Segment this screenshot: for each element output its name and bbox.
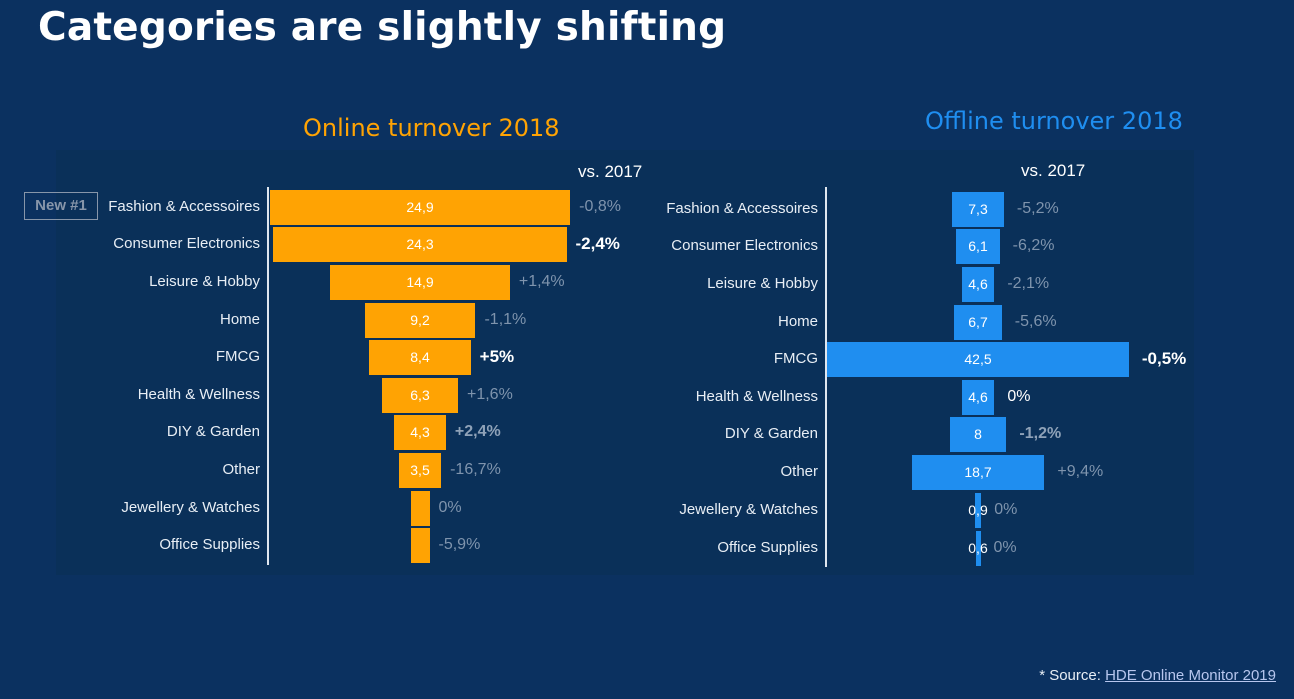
offline-bar-leisure-and-hobby bbox=[961, 266, 995, 302]
online-bar-home bbox=[364, 302, 476, 338]
online-change-leisure-and-hobby: +1,4% bbox=[518, 273, 565, 290]
offline-bar-diy-and-garden bbox=[949, 416, 1007, 452]
offline-bar-jewellery-and-watches bbox=[974, 492, 982, 528]
online-bar-diy-and-garden bbox=[394, 414, 446, 450]
offline-category-label-consumer-electronics: Consumer Electronics bbox=[671, 237, 818, 254]
offline-bar-fmcg bbox=[827, 341, 1129, 377]
online-value-label-diy-and-garden: 4,3 bbox=[410, 424, 430, 440]
online-category-label-diy-and-garden: DIY & Garden bbox=[166, 423, 260, 440]
source-note: * Source: HDE Online Monitor 2019 bbox=[1039, 667, 1276, 684]
offline-bar-home bbox=[954, 304, 1002, 340]
offline-bar-office-supplies bbox=[975, 530, 981, 566]
online-bar-health-and-wellness bbox=[382, 377, 458, 413]
offline-value-label-leisure-and-hobby: 4,6 bbox=[968, 276, 988, 292]
online-value-label-health-and-wellness: 6,3 bbox=[410, 387, 430, 403]
offline-category-label-other: Other bbox=[780, 463, 818, 480]
source-prefix: * Source: bbox=[1039, 667, 1106, 684]
offline-bar-other bbox=[911, 454, 1045, 490]
offline-change-health-and-wellness: 0% bbox=[1007, 388, 1031, 405]
online-category-label-fmcg: FMCG bbox=[215, 348, 260, 365]
online-value-label-home: 9,2 bbox=[410, 312, 430, 328]
online-value-label-fashion-and-accessoires: 24,9 bbox=[406, 199, 434, 215]
online-chart-title: Online turnover 2018 bbox=[303, 114, 560, 142]
offline-bar-health-and-wellness bbox=[961, 379, 995, 415]
offline-category-label-leisure-and-hobby: Leisure & Hobby bbox=[707, 275, 818, 292]
offline-category-label-jewellery-and-watches: Jewellery & Watches bbox=[679, 501, 818, 518]
online-bar-jewellery-and-watches bbox=[410, 490, 430, 526]
online-change-fmcg: +5% bbox=[479, 347, 515, 366]
online-category-label-other: Other bbox=[222, 461, 260, 478]
offline-category-label-fashion-and-accessoires: Fashion & Accessoires bbox=[666, 200, 818, 217]
offline-change-fmcg: -0,5% bbox=[1141, 349, 1187, 368]
offline-value-label-diy-and-garden: 8 bbox=[974, 426, 982, 442]
slide-title: Categories are slightly shifting bbox=[38, 5, 727, 50]
online-value-label-fmcg: 8,4 bbox=[410, 349, 430, 365]
offline-change-leisure-and-hobby: -2,1% bbox=[1007, 275, 1050, 292]
online-change-other: -16,7% bbox=[450, 461, 501, 478]
online-category-label-office-supplies: Office Supplies bbox=[159, 536, 260, 553]
online-change-consumer-electronics: -2,4% bbox=[575, 234, 620, 253]
offline-value-label-consumer-electronics: 6,1 bbox=[968, 238, 988, 254]
online-bar-fmcg bbox=[369, 339, 471, 375]
offline-category-label-diy-and-garden: DIY & Garden bbox=[724, 425, 818, 442]
online-category-label-health-and-wellness: Health & Wellness bbox=[137, 386, 260, 403]
online-axis bbox=[267, 187, 269, 565]
offline-value-label-home: 6,7 bbox=[968, 314, 988, 330]
offline-category-label-fmcg: FMCG bbox=[773, 350, 818, 367]
source-link[interactable]: HDE Online Monitor 2019 bbox=[1105, 667, 1276, 684]
online-category-label-fashion-and-accessoires: Fashion & Accessoires bbox=[108, 198, 260, 215]
online-change-health-and-wellness: +1,6% bbox=[466, 386, 513, 403]
offline-vs-2017-header: vs. 2017 bbox=[1021, 161, 1086, 180]
offline-change-other: +9,4% bbox=[1057, 463, 1104, 480]
online-change-home: -1,1% bbox=[484, 311, 527, 328]
offline-change-office-supplies: 0% bbox=[993, 539, 1017, 556]
offline-change-fashion-and-accessoires: -5,2% bbox=[1016, 200, 1059, 217]
online-bar-leisure-and-hobby bbox=[330, 264, 510, 300]
online-change-jewellery-and-watches: 0% bbox=[438, 499, 462, 516]
online-category-label-jewellery-and-watches: Jewellery & Watches bbox=[121, 499, 260, 516]
offline-category-label-home: Home bbox=[777, 313, 818, 330]
offline-bar-fashion-and-accessoires bbox=[952, 191, 1004, 227]
offline-value-label-fmcg: 42,5 bbox=[964, 351, 992, 367]
online-bar-consumer-electronics bbox=[273, 226, 567, 262]
offline-value-label-health-and-wellness: 4,6 bbox=[968, 389, 988, 405]
online-category-label-home: Home bbox=[219, 311, 260, 328]
offline-category-label-office-supplies: Office Supplies bbox=[717, 539, 818, 556]
offline-change-consumer-electronics: -6,2% bbox=[1012, 237, 1055, 254]
online-category-label-leisure-and-hobby: Leisure & Hobby bbox=[149, 273, 260, 290]
online-value-label-consumer-electronics: 24,3 bbox=[406, 236, 434, 252]
offline-value-label-other: 18,7 bbox=[964, 464, 992, 480]
online-change-diy-and-garden: +2,4% bbox=[454, 423, 501, 440]
online-value-label-leisure-and-hobby: 14,9 bbox=[406, 274, 434, 290]
online-change-office-supplies: -5,9% bbox=[438, 536, 481, 553]
offline-change-jewellery-and-watches: 0% bbox=[994, 501, 1018, 518]
offline-change-home: -5,6% bbox=[1014, 313, 1057, 330]
online-bar-office-supplies bbox=[410, 527, 430, 563]
offline-axis bbox=[825, 187, 827, 567]
online-change-fashion-and-accessoires: -0,8% bbox=[579, 198, 621, 215]
offline-bar-consumer-electronics bbox=[956, 228, 1000, 264]
online-bar-fashion-and-accessoires bbox=[269, 189, 571, 225]
online-vs-2017-header: vs. 2017 bbox=[578, 162, 643, 181]
offline-change-diy-and-garden: -1,2% bbox=[1019, 425, 1062, 442]
online-bar-other bbox=[398, 452, 442, 488]
new-number-one-badge: New #1 bbox=[24, 192, 98, 220]
offline-chart-title: Offline turnover 2018 bbox=[925, 107, 1183, 135]
offline-category-label-health-and-wellness: Health & Wellness bbox=[695, 388, 818, 405]
offline-value-label-office-supplies: 0,6 bbox=[968, 540, 988, 556]
online-category-label-consumer-electronics: Consumer Electronics bbox=[113, 235, 260, 252]
offline-value-label-fashion-and-accessoires: 7,3 bbox=[968, 201, 988, 217]
online-value-label-other: 3,5 bbox=[410, 462, 430, 478]
offline-value-label-jewellery-and-watches: 0,9 bbox=[968, 502, 988, 518]
